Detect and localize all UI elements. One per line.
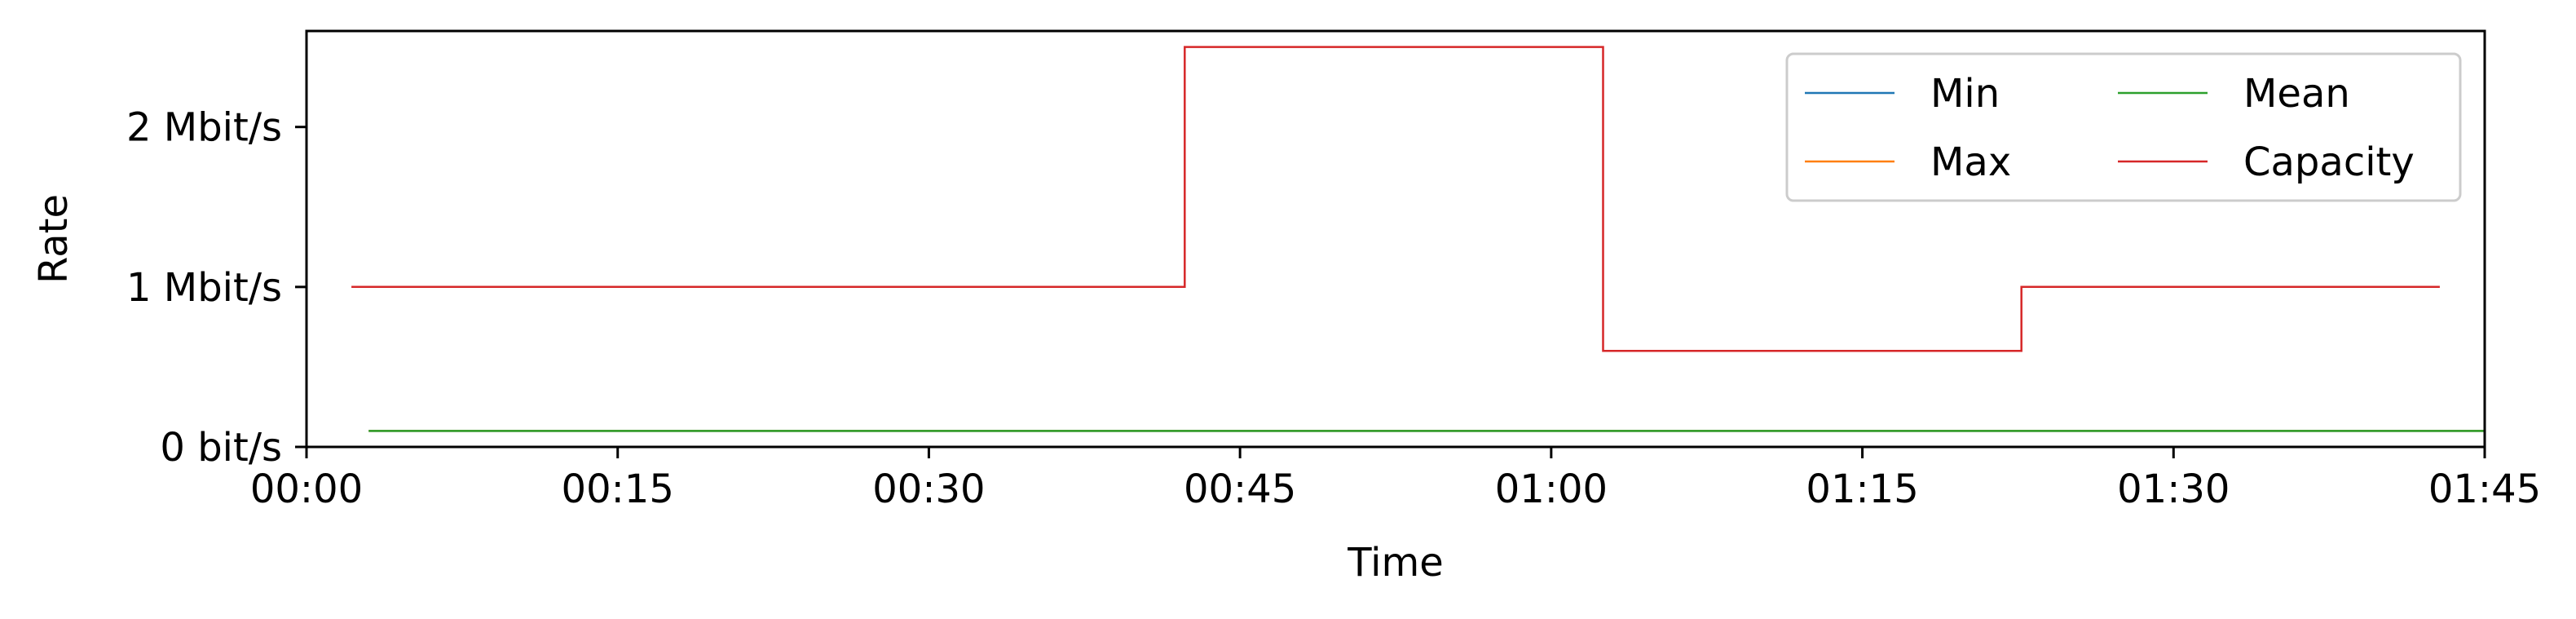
legend-box [1785,52,2462,202]
y-tick-label: 0 bit/s [160,425,282,471]
x-axis-ticks: 00:00 00:15 00:30 00:45 01:00 01:15 01:30 01:45 [250,447,2541,512]
y-axis-ticks: 0 bit/s 1 Mbit/s 2 Mbit/s [126,105,307,471]
plot-frame [305,29,2486,449]
legend-label-mean: Mean [2243,71,2350,117]
plot-series [351,46,2485,432]
x-axis-label: Time [1347,540,1443,586]
x-tick-label: 00:30 [872,466,985,512]
y-axis-label: Rate [31,194,77,284]
x-tick-label: 00:00 [250,466,363,512]
y-tick-label: 1 Mbit/s [126,265,282,311]
series-line-capacity [351,46,2440,352]
x-tick-label: 01:30 [2117,466,2230,512]
x-tick-label: 00:45 [1184,466,1296,512]
x-tick-label: 00:15 [562,466,674,512]
x-tick-label: 01:45 [2428,466,2541,512]
legend-label-max: Max [1930,139,2011,185]
y-tick-label: 2 Mbit/s [126,105,282,151]
legend: Min Max Mean Capacity [1785,52,2462,202]
legend-label-min: Min [1930,71,2000,117]
x-tick-label: 01:00 [1495,466,1608,512]
legend-label-capacity: Capacity [2243,139,2415,185]
x-tick-label: 01:15 [1806,466,1918,512]
